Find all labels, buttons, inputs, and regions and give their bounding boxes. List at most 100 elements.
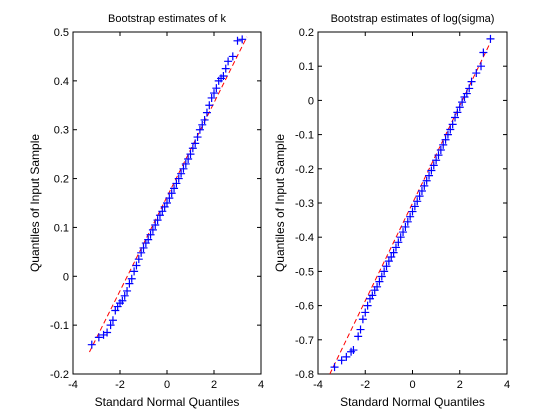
data-point <box>413 197 422 206</box>
x-axis-label: Standard Normal Quantiles <box>95 395 240 409</box>
data-point <box>375 277 384 286</box>
data-point <box>127 274 136 283</box>
data-point <box>151 220 160 229</box>
data-point <box>172 179 181 188</box>
y-tick-label: 0.2 <box>299 27 314 39</box>
data-point <box>439 140 448 149</box>
data-point <box>181 159 190 168</box>
y-axis-label: Quantiles of Input Sample <box>273 134 287 272</box>
data-point <box>389 248 398 257</box>
data-point <box>221 64 230 73</box>
data-point <box>422 176 431 185</box>
data-point <box>219 71 228 80</box>
data-point <box>202 108 211 117</box>
data-point <box>188 144 197 153</box>
y-tick-label: -0.1 <box>50 320 69 332</box>
y-tick-label: -0.7 <box>295 335 314 347</box>
data-point <box>403 217 412 226</box>
data-point <box>420 181 429 190</box>
y-tick-label: -0.3 <box>295 198 314 210</box>
data-point <box>106 321 115 330</box>
data-point <box>158 207 167 216</box>
data-point <box>198 120 207 129</box>
data-point <box>103 328 112 337</box>
data-point <box>358 315 367 324</box>
x-tick-label: -2 <box>360 379 370 391</box>
data-point <box>228 52 237 61</box>
x-tick-label: 2 <box>457 379 463 391</box>
data-point <box>410 202 419 211</box>
data-point <box>384 257 393 266</box>
data-point <box>170 184 179 193</box>
data-point <box>486 34 495 43</box>
data-point <box>120 291 129 300</box>
data-point <box>144 235 153 244</box>
data-point <box>434 151 443 160</box>
y-tick-label: 0.4 <box>54 76 69 88</box>
y-axis-label: Quantiles of Input Sample <box>28 134 42 272</box>
data-point <box>408 207 417 216</box>
data-point <box>436 145 445 154</box>
data-point <box>139 243 148 252</box>
data-point <box>427 166 436 175</box>
data-point <box>391 243 400 252</box>
y-tick-label: 0.3 <box>54 125 69 137</box>
data-point <box>184 155 193 164</box>
data-point <box>205 101 214 110</box>
plot-area <box>317 31 508 375</box>
data-point <box>177 169 186 178</box>
y-tick-label: 0.1 <box>54 222 69 234</box>
x-tick-label: -2 <box>115 379 125 391</box>
data-point <box>186 150 195 159</box>
data-point <box>174 174 183 183</box>
x-tick-label: 2 <box>211 379 217 391</box>
data-point <box>387 253 396 262</box>
data-point <box>429 161 438 170</box>
data-point <box>472 69 481 78</box>
x-tick-label: -4 <box>313 379 323 391</box>
data-point <box>163 199 171 207</box>
data-point <box>165 194 174 203</box>
data-point <box>94 333 103 342</box>
data-point <box>453 108 462 117</box>
data-point <box>233 36 242 45</box>
reference-line <box>89 36 248 353</box>
data-point <box>380 267 389 276</box>
data-point <box>465 84 474 93</box>
data-point <box>361 308 370 317</box>
x-tick-label: 0 <box>409 379 415 391</box>
data-point <box>191 139 200 148</box>
data-point <box>146 230 155 239</box>
data-point <box>455 103 464 112</box>
data-point <box>212 84 221 93</box>
y-tick-label: 0.5 <box>54 27 69 39</box>
data-point <box>125 279 134 288</box>
data-point <box>368 291 377 300</box>
data-point <box>87 340 96 349</box>
data-point <box>356 325 365 334</box>
x-tick-label: -4 <box>68 379 78 391</box>
data-point <box>210 89 218 98</box>
y-tick-label: -0.2 <box>295 164 314 176</box>
y-tick-label: -0.8 <box>295 369 314 381</box>
data-point <box>399 228 408 237</box>
data-point <box>415 192 424 201</box>
data-point <box>467 77 476 86</box>
data-point <box>377 272 386 281</box>
data-point <box>153 216 162 225</box>
y-tick-label: 0 <box>63 271 69 283</box>
chart-title: Bootstrap estimates of log(sigma) <box>331 13 495 25</box>
data-point <box>448 120 457 129</box>
data-point <box>441 135 450 144</box>
data-point <box>118 296 127 305</box>
y-tick-label: -0.5 <box>295 266 314 278</box>
data-point <box>130 267 139 276</box>
data-point <box>123 286 132 295</box>
data-point <box>394 238 403 247</box>
data-point <box>137 248 146 257</box>
data-point <box>443 130 452 139</box>
data-point <box>224 57 233 66</box>
data-point <box>401 222 410 231</box>
data-point <box>363 301 372 310</box>
data-point <box>458 98 467 107</box>
